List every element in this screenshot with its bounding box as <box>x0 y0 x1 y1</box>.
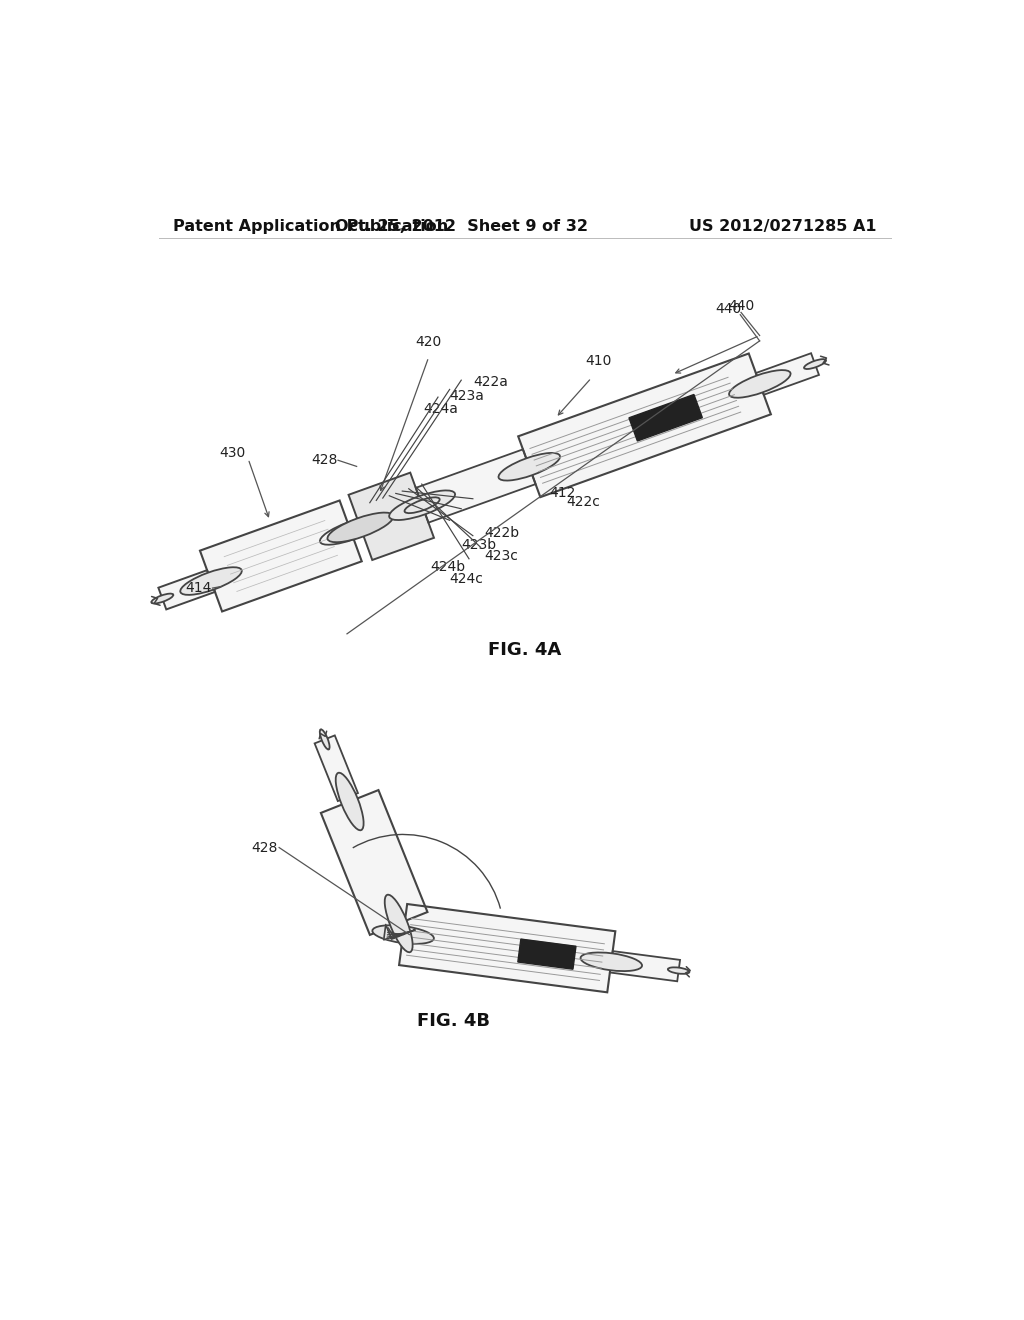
Text: 423c: 423c <box>484 549 518 564</box>
Polygon shape <box>756 354 819 395</box>
Text: US 2012/0271285 A1: US 2012/0271285 A1 <box>689 219 877 234</box>
Polygon shape <box>159 570 215 610</box>
Text: Oct. 25, 2012  Sheet 9 of 32: Oct. 25, 2012 Sheet 9 of 32 <box>335 219 588 234</box>
Text: 423a: 423a <box>449 388 483 403</box>
Text: 423b: 423b <box>461 539 497 552</box>
Text: 410: 410 <box>586 354 611 368</box>
Text: 422a: 422a <box>474 375 509 389</box>
Ellipse shape <box>581 953 642 972</box>
Text: 424c: 424c <box>450 572 483 586</box>
Ellipse shape <box>385 895 413 952</box>
Polygon shape <box>610 952 680 981</box>
Ellipse shape <box>328 512 393 543</box>
Ellipse shape <box>389 491 455 520</box>
Text: 430: 430 <box>219 446 246 459</box>
Text: 420: 420 <box>416 335 441 348</box>
Text: 422c: 422c <box>566 495 600 508</box>
Polygon shape <box>384 924 415 940</box>
Polygon shape <box>399 904 615 993</box>
Polygon shape <box>518 354 771 498</box>
Text: 440: 440 <box>728 300 754 313</box>
Ellipse shape <box>319 730 330 750</box>
Ellipse shape <box>319 517 381 545</box>
Polygon shape <box>200 500 361 611</box>
Ellipse shape <box>729 370 791 397</box>
Text: 440: 440 <box>716 301 741 315</box>
Polygon shape <box>314 735 358 801</box>
Ellipse shape <box>404 498 439 513</box>
Polygon shape <box>518 939 575 969</box>
Polygon shape <box>629 395 702 441</box>
Text: 414: 414 <box>185 581 212 595</box>
Ellipse shape <box>668 968 689 974</box>
Ellipse shape <box>804 359 826 370</box>
Polygon shape <box>416 449 536 523</box>
Ellipse shape <box>336 772 364 830</box>
Text: FIG. 4B: FIG. 4B <box>417 1012 490 1030</box>
Ellipse shape <box>512 459 547 475</box>
Text: 422b: 422b <box>484 525 519 540</box>
Text: FIG. 4A: FIG. 4A <box>488 640 561 659</box>
Ellipse shape <box>373 925 434 944</box>
Text: 412: 412 <box>549 486 575 499</box>
Text: 428: 428 <box>311 453 337 467</box>
Ellipse shape <box>180 568 242 595</box>
Text: Patent Application Publication: Patent Application Publication <box>173 219 449 234</box>
Ellipse shape <box>499 453 560 480</box>
Ellipse shape <box>152 594 173 603</box>
Polygon shape <box>348 473 434 560</box>
Text: 424b: 424b <box>430 560 465 574</box>
Text: 424a: 424a <box>423 401 458 416</box>
Text: 428: 428 <box>251 841 278 854</box>
Polygon shape <box>321 791 427 935</box>
